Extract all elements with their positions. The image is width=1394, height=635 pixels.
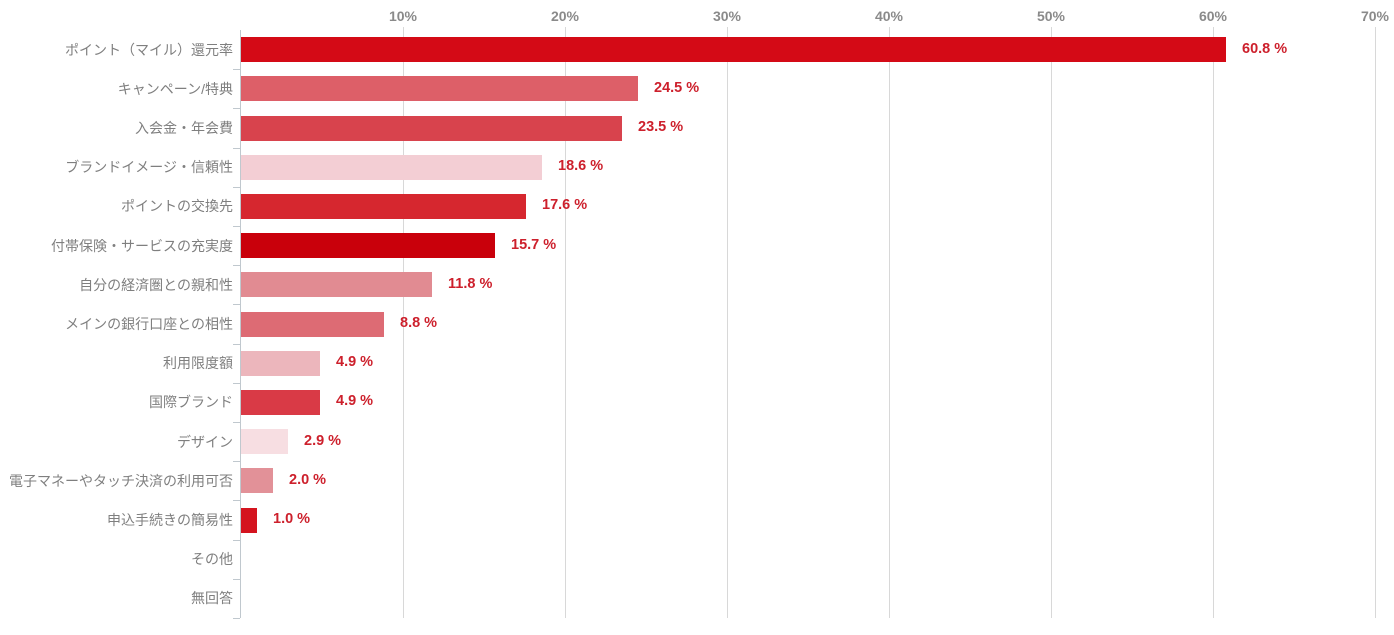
gridline-30% <box>727 27 728 618</box>
x-axis-tick-label: 50% <box>1036 8 1066 24</box>
gridline-40% <box>889 27 890 618</box>
bar <box>241 76 638 101</box>
x-axis-tick-label: 10% <box>388 8 418 24</box>
bar <box>241 272 432 297</box>
y-axis-tick <box>233 344 240 345</box>
y-axis-tick <box>233 500 240 501</box>
y-axis-tick <box>233 304 240 305</box>
category-label: 付帯保険・サービスの充実度 <box>51 238 233 254</box>
y-axis-tick <box>233 108 240 109</box>
y-axis-tick <box>233 69 240 70</box>
x-axis-tick-label: 40% <box>874 8 904 24</box>
bar <box>241 390 320 415</box>
x-axis-tick-label: 30% <box>712 8 742 24</box>
y-axis-tick <box>233 148 240 149</box>
y-axis-tick <box>233 618 240 619</box>
bar <box>241 312 384 337</box>
value-label: 2.9 % <box>304 433 342 449</box>
value-label: 4.9 % <box>336 354 374 370</box>
bar <box>241 468 273 493</box>
category-label: 無回答 <box>191 590 233 606</box>
y-axis-tick <box>233 265 240 266</box>
x-axis-tick-label: 70% <box>1360 8 1390 24</box>
category-label: ポイントの交換先 <box>121 198 233 214</box>
y-axis-tick <box>233 187 240 188</box>
y-axis-tick <box>233 422 240 423</box>
bar <box>241 194 526 219</box>
value-label: 17.6 % <box>542 197 588 213</box>
category-label: 入会金・年会費 <box>135 120 233 136</box>
category-label: ブランドイメージ・信頼性 <box>65 159 233 175</box>
x-axis-tick-label: 20% <box>550 8 580 24</box>
y-axis-tick <box>233 383 240 384</box>
value-label: 24.5 % <box>654 80 700 96</box>
value-label: 23.5 % <box>638 119 684 135</box>
y-axis-line <box>240 30 241 618</box>
category-label: 電子マネーやタッチ決済の利用可否 <box>9 473 233 489</box>
value-label: 60.8 % <box>1242 41 1288 57</box>
bar <box>241 508 257 533</box>
value-label: 8.8 % <box>400 315 438 331</box>
x-axis-tick-label: 60% <box>1198 8 1228 24</box>
category-label: メインの銀行口座との相性 <box>65 316 233 332</box>
category-label: デザイン <box>177 434 233 450</box>
gridline-50% <box>1051 27 1052 618</box>
bar <box>241 351 320 376</box>
gridline-10% <box>403 27 404 618</box>
gridline-70% <box>1375 27 1376 618</box>
gridline-20% <box>565 27 566 618</box>
value-label: 15.7 % <box>511 237 557 253</box>
value-label: 11.8 % <box>448 276 493 292</box>
bar <box>241 155 542 180</box>
category-label: 国際ブランド <box>149 394 233 410</box>
value-label: 2.0 % <box>289 472 327 488</box>
category-label: ポイント（マイル）還元率 <box>65 42 233 58</box>
bar <box>241 233 495 258</box>
category-label: 申込手続きの簡易性 <box>107 512 233 528</box>
bar <box>241 116 622 141</box>
category-label: その他 <box>191 551 233 567</box>
y-axis-tick <box>233 226 240 227</box>
category-label: 自分の経済圏との親和性 <box>79 277 233 293</box>
bar <box>241 37 1226 62</box>
bar <box>241 429 288 454</box>
y-axis-tick <box>233 579 240 580</box>
value-label: 18.6 % <box>558 158 604 174</box>
y-axis-tick <box>233 461 240 462</box>
y-axis-tick <box>233 540 240 541</box>
category-label: キャンペーン/特典 <box>117 81 233 97</box>
value-label: 1.0 % <box>273 511 311 527</box>
category-label: 利用限度額 <box>163 355 233 371</box>
value-label: 4.9 % <box>336 393 374 409</box>
gridline-60% <box>1213 27 1214 618</box>
